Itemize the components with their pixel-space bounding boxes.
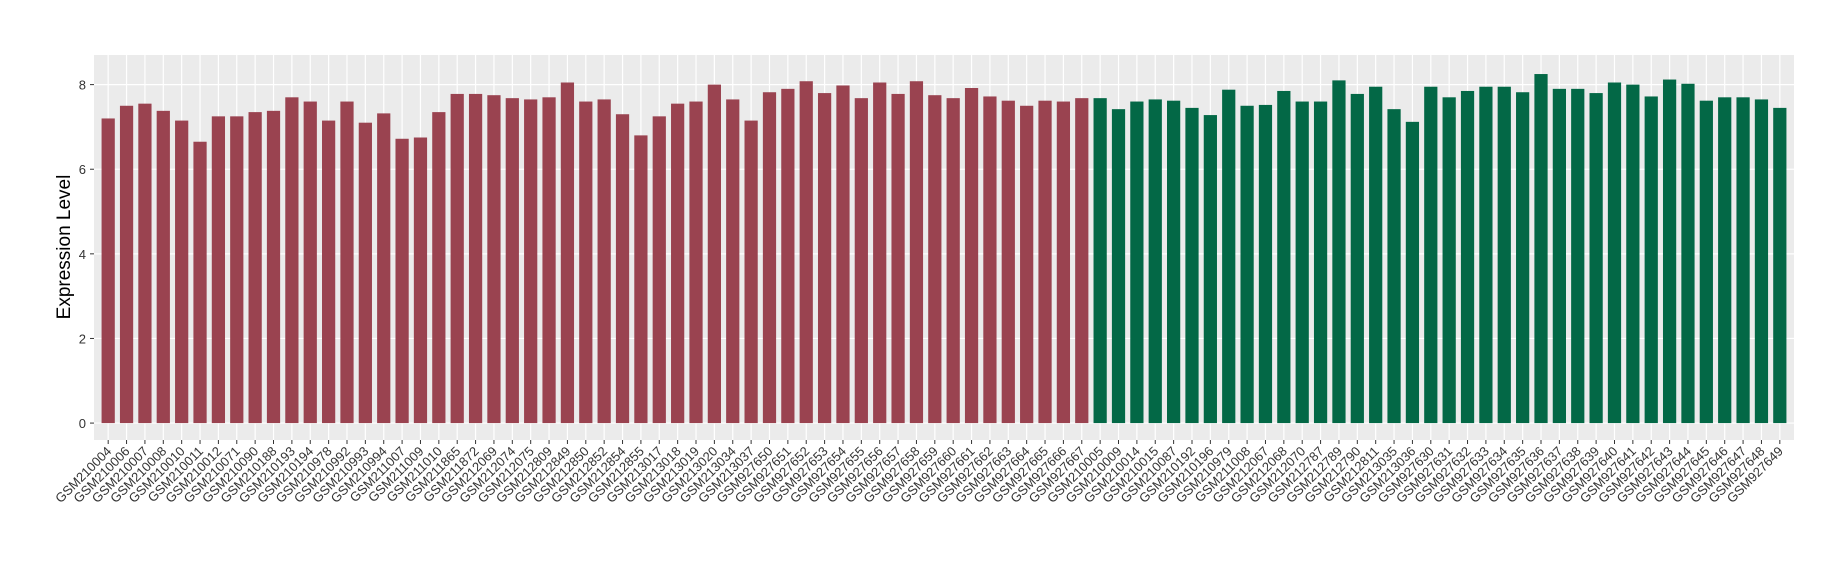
bar xyxy=(1167,100,1181,424)
bar xyxy=(1405,121,1420,424)
bar xyxy=(1479,86,1493,424)
y-axis-title: Expression Level xyxy=(54,175,75,320)
bar xyxy=(175,120,189,424)
bar xyxy=(652,116,666,424)
bar xyxy=(1497,86,1511,424)
bar xyxy=(432,112,446,424)
bar xyxy=(854,98,868,424)
bar xyxy=(1130,101,1144,424)
bar xyxy=(1369,86,1383,424)
bar xyxy=(726,99,740,424)
bar xyxy=(119,105,134,424)
bar xyxy=(377,113,391,424)
bar xyxy=(964,88,979,424)
bar xyxy=(1424,86,1438,424)
y-tick-label: 8 xyxy=(79,78,86,93)
bar xyxy=(1277,90,1291,424)
bar xyxy=(1681,83,1695,424)
bar xyxy=(1571,88,1585,424)
bar xyxy=(1773,107,1787,424)
bar xyxy=(211,116,226,424)
bar xyxy=(799,81,813,424)
bar xyxy=(1038,100,1052,424)
bar xyxy=(1626,84,1640,424)
bar xyxy=(1222,89,1236,424)
bar xyxy=(395,138,409,424)
bar xyxy=(928,95,942,424)
bar xyxy=(1056,101,1071,424)
y-tick-label: 6 xyxy=(79,162,86,177)
bar xyxy=(1258,104,1273,424)
bar xyxy=(1295,101,1309,424)
bar xyxy=(909,81,924,424)
bar xyxy=(1644,96,1658,424)
bar xyxy=(303,101,317,424)
bar xyxy=(340,101,354,424)
bar xyxy=(248,112,262,424)
bar xyxy=(468,93,483,424)
bar xyxy=(193,141,207,424)
bar xyxy=(358,122,372,424)
bar xyxy=(1185,107,1199,424)
bar xyxy=(1736,97,1750,424)
bar xyxy=(1718,97,1732,424)
bar xyxy=(1203,115,1217,424)
bar xyxy=(230,116,244,424)
bar xyxy=(1332,80,1346,424)
bar xyxy=(1387,109,1401,424)
bar xyxy=(505,98,519,424)
bar xyxy=(983,96,997,424)
bar xyxy=(1111,109,1126,424)
bar xyxy=(285,97,299,424)
bar xyxy=(597,99,611,424)
bar xyxy=(1754,99,1769,424)
bar xyxy=(1552,88,1566,424)
bar xyxy=(1516,92,1530,424)
bar xyxy=(101,118,115,424)
bar xyxy=(689,101,703,424)
bar xyxy=(1699,100,1713,424)
bar xyxy=(615,114,630,424)
bar xyxy=(1442,97,1456,424)
bar xyxy=(634,135,648,424)
bar xyxy=(1460,90,1475,424)
bar xyxy=(836,85,850,424)
bar xyxy=(817,93,832,424)
bar xyxy=(762,92,777,424)
bar xyxy=(542,97,556,424)
bar xyxy=(156,110,170,424)
bar xyxy=(413,137,428,424)
bar xyxy=(487,95,501,424)
bar xyxy=(266,110,281,424)
bar xyxy=(524,99,538,424)
bar xyxy=(1607,82,1622,424)
bar xyxy=(560,82,575,424)
bar xyxy=(1240,105,1254,424)
bar xyxy=(1093,98,1107,424)
bar xyxy=(1534,74,1548,424)
y-tick-label: 0 xyxy=(79,416,86,431)
bar xyxy=(1313,101,1328,424)
bar xyxy=(1589,93,1603,424)
bar xyxy=(1662,79,1677,424)
bar xyxy=(946,98,960,424)
bar xyxy=(873,82,887,424)
y-tick-label: 2 xyxy=(79,331,86,346)
bar xyxy=(138,103,152,424)
bar xyxy=(744,120,758,424)
bar xyxy=(781,88,795,424)
bar xyxy=(322,120,336,424)
bar xyxy=(1148,99,1162,424)
bar xyxy=(891,93,905,424)
bar xyxy=(707,84,721,424)
y-tick-label: 4 xyxy=(79,247,86,262)
bar xyxy=(1350,93,1364,424)
bar xyxy=(450,93,464,424)
bar xyxy=(579,101,593,424)
bar xyxy=(1020,105,1034,424)
bar xyxy=(671,103,685,424)
bar xyxy=(1075,98,1089,424)
bar xyxy=(1001,100,1015,424)
